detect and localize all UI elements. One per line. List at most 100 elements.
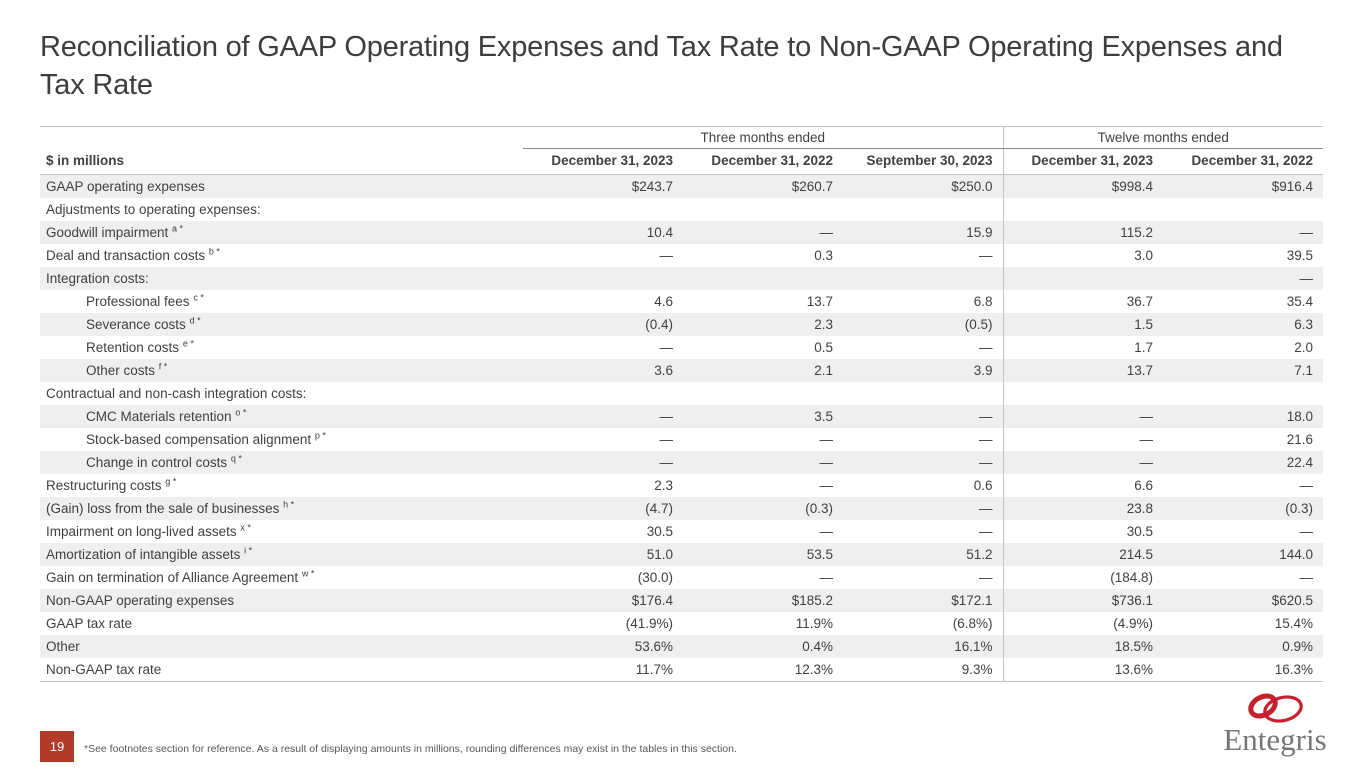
logo-wordmark: Entegris bbox=[1223, 722, 1326, 757]
cell-value: (0.3) bbox=[683, 497, 843, 520]
cell-value bbox=[1003, 198, 1163, 221]
row-label: GAAP operating expenses bbox=[40, 174, 523, 198]
cell-value: 21.6 bbox=[1286, 432, 1314, 447]
group-header-three-months: Three months ended bbox=[523, 126, 1004, 149]
row-label: Severance costs d * bbox=[40, 313, 523, 336]
cell-value: (30.0) bbox=[637, 570, 673, 585]
group-header-spacer bbox=[40, 126, 523, 149]
cell-value: (6.8%) bbox=[843, 612, 1004, 635]
table-row: Retention costs e * — 0.5 — 1.7 2.0 bbox=[40, 336, 1323, 359]
cell-value: 11.7% bbox=[523, 658, 683, 682]
cell-value: — bbox=[683, 451, 843, 474]
cell-value: 2.1 bbox=[683, 359, 843, 382]
cell-value bbox=[523, 382, 683, 405]
cell-value bbox=[1003, 267, 1164, 290]
row-label: Gain on termination of Alliance Agreemen… bbox=[46, 568, 315, 585]
cell-value: 53.5 bbox=[683, 543, 843, 566]
cell-value: — bbox=[843, 428, 1004, 451]
table-row: Professional fees c * 4.6 13.7 6.8 36.7 35.4 bbox=[40, 290, 1323, 313]
cell-value: — bbox=[1299, 524, 1314, 539]
row-label: (Gain) loss from the sale of businesses … bbox=[40, 497, 523, 520]
cell-value: — bbox=[843, 405, 1004, 428]
row-label: Adjustments to operating expenses: bbox=[46, 202, 261, 217]
cell-value: (4.7) bbox=[523, 497, 683, 520]
table-row: Restructuring costs g * 2.3 — 0.6 6.6 — bbox=[40, 474, 1323, 497]
cell-value: 12.3% bbox=[683, 658, 843, 682]
cell-value bbox=[1163, 382, 1323, 405]
cell-value: — bbox=[659, 340, 674, 355]
table-row: (Gain) loss from the sale of businesses … bbox=[40, 497, 1324, 520]
row-label: Other costs f * bbox=[40, 359, 523, 382]
row-label: Integration costs: bbox=[40, 267, 523, 290]
row-label: Contractual and non-cash integration cos… bbox=[46, 386, 307, 401]
cell-value: 0.5 bbox=[814, 340, 833, 355]
table-row: Other costs f * 3.6 2.1 3.9 13.7 7.1 bbox=[40, 359, 1324, 382]
footnote-ref: a * bbox=[172, 223, 184, 234]
footnote-ref: q * bbox=[230, 453, 242, 464]
cell-value: 13.7 bbox=[1003, 359, 1164, 382]
cell-value: — bbox=[843, 336, 1004, 359]
footnote-ref: f * bbox=[158, 361, 168, 372]
row-label: Stock-based compensation alignment p * bbox=[86, 430, 326, 447]
entegris-logo-graphic: Entegris bbox=[1223, 693, 1327, 757]
cell-value: — bbox=[819, 570, 834, 585]
cell-value: 115.2 bbox=[1003, 221, 1164, 244]
page-title: Reconciliation of GAAP Operating Expense… bbox=[40, 31, 1283, 102]
cell-value: $260.7 bbox=[683, 174, 843, 198]
table-row: Amortization of intangible assets i * 51.… bbox=[40, 543, 1324, 566]
row-label: Change in control costs q * bbox=[40, 451, 523, 474]
cell-value: 144.0 bbox=[1163, 543, 1324, 566]
cell-value: 3.5 bbox=[683, 405, 843, 428]
cell-value: — bbox=[659, 248, 674, 263]
entegris-logo: Entegris bbox=[1211, 690, 1339, 767]
cell-value bbox=[1003, 382, 1163, 405]
row-label: Restructuring costs g * bbox=[46, 476, 177, 493]
cell-value: 35.4 bbox=[1286, 294, 1314, 309]
cell-value: (41.9%) bbox=[625, 616, 673, 631]
table-row: Severance costs d * (0.4) 2.3 (0.5) 1.5 6.3 bbox=[40, 313, 1324, 336]
table-column-header-row: $ in millions December 31, 2023 December… bbox=[40, 148, 1324, 175]
reconciliation-table: Three months ended Twelve months ended $… bbox=[40, 126, 1324, 682]
cell-value: — bbox=[843, 451, 1004, 474]
cell-value bbox=[523, 267, 683, 290]
cell-value: (4.9%) bbox=[1113, 616, 1154, 631]
cell-value: 0.4% bbox=[683, 635, 843, 658]
cell-value bbox=[683, 267, 843, 290]
cell-value: 4.6 bbox=[654, 294, 673, 309]
cell-value: 51.0 bbox=[523, 543, 683, 566]
cell-value bbox=[523, 198, 683, 221]
table-row: Stock-based compensation alignment p * — —… bbox=[40, 428, 1323, 451]
cell-value bbox=[683, 382, 843, 405]
row-label: Professional fees c * bbox=[86, 292, 204, 309]
column-header: December 31, 2022 bbox=[1163, 148, 1324, 175]
cell-value: — bbox=[819, 478, 834, 493]
cell-value: 6.3 bbox=[1163, 313, 1324, 336]
footnote-ref: g * bbox=[165, 476, 177, 487]
cell-value: (184.8) bbox=[1110, 570, 1154, 585]
cell-value: 0.9% bbox=[1163, 635, 1324, 658]
cell-value: 30.5 bbox=[1126, 524, 1154, 539]
cell-value bbox=[843, 267, 1004, 290]
column-header: December 31, 2022 bbox=[683, 148, 843, 175]
row-label: Retention costs e * bbox=[86, 338, 194, 355]
table-row: Adjustments to operating expenses: bbox=[40, 198, 1323, 221]
footnote-ref: x * bbox=[240, 522, 251, 533]
row-label: CMC Materials retention o * bbox=[40, 405, 523, 428]
cell-value: $185.2 bbox=[683, 589, 843, 612]
page-number: 19 bbox=[49, 739, 65, 754]
cell-value: 39.5 bbox=[1286, 248, 1314, 263]
footnote-text: *See footnotes section for reference. As… bbox=[84, 743, 737, 755]
row-label: Other bbox=[40, 635, 523, 658]
cell-value: 0.6 bbox=[843, 474, 1004, 497]
row-label: Amortization of intangible assets i * bbox=[40, 543, 523, 566]
cell-value: 0.3 bbox=[814, 248, 833, 263]
table-row: Impairment on long-lived assets x * 30.5 —… bbox=[40, 520, 1323, 543]
cell-value: 15.9 bbox=[843, 221, 1004, 244]
cell-value: 18.0 bbox=[1163, 405, 1324, 428]
group-header-twelve-months: Twelve months ended bbox=[1003, 126, 1324, 149]
row-label: Goodwill impairment a * bbox=[40, 221, 523, 244]
cell-value: $243.7 bbox=[523, 174, 683, 198]
table-body: GAAP operating expenses $243.7 $260.7 $250.… bbox=[40, 174, 1324, 682]
cell-value: 1.7 bbox=[1134, 340, 1154, 355]
cell-value: — bbox=[1299, 570, 1314, 585]
